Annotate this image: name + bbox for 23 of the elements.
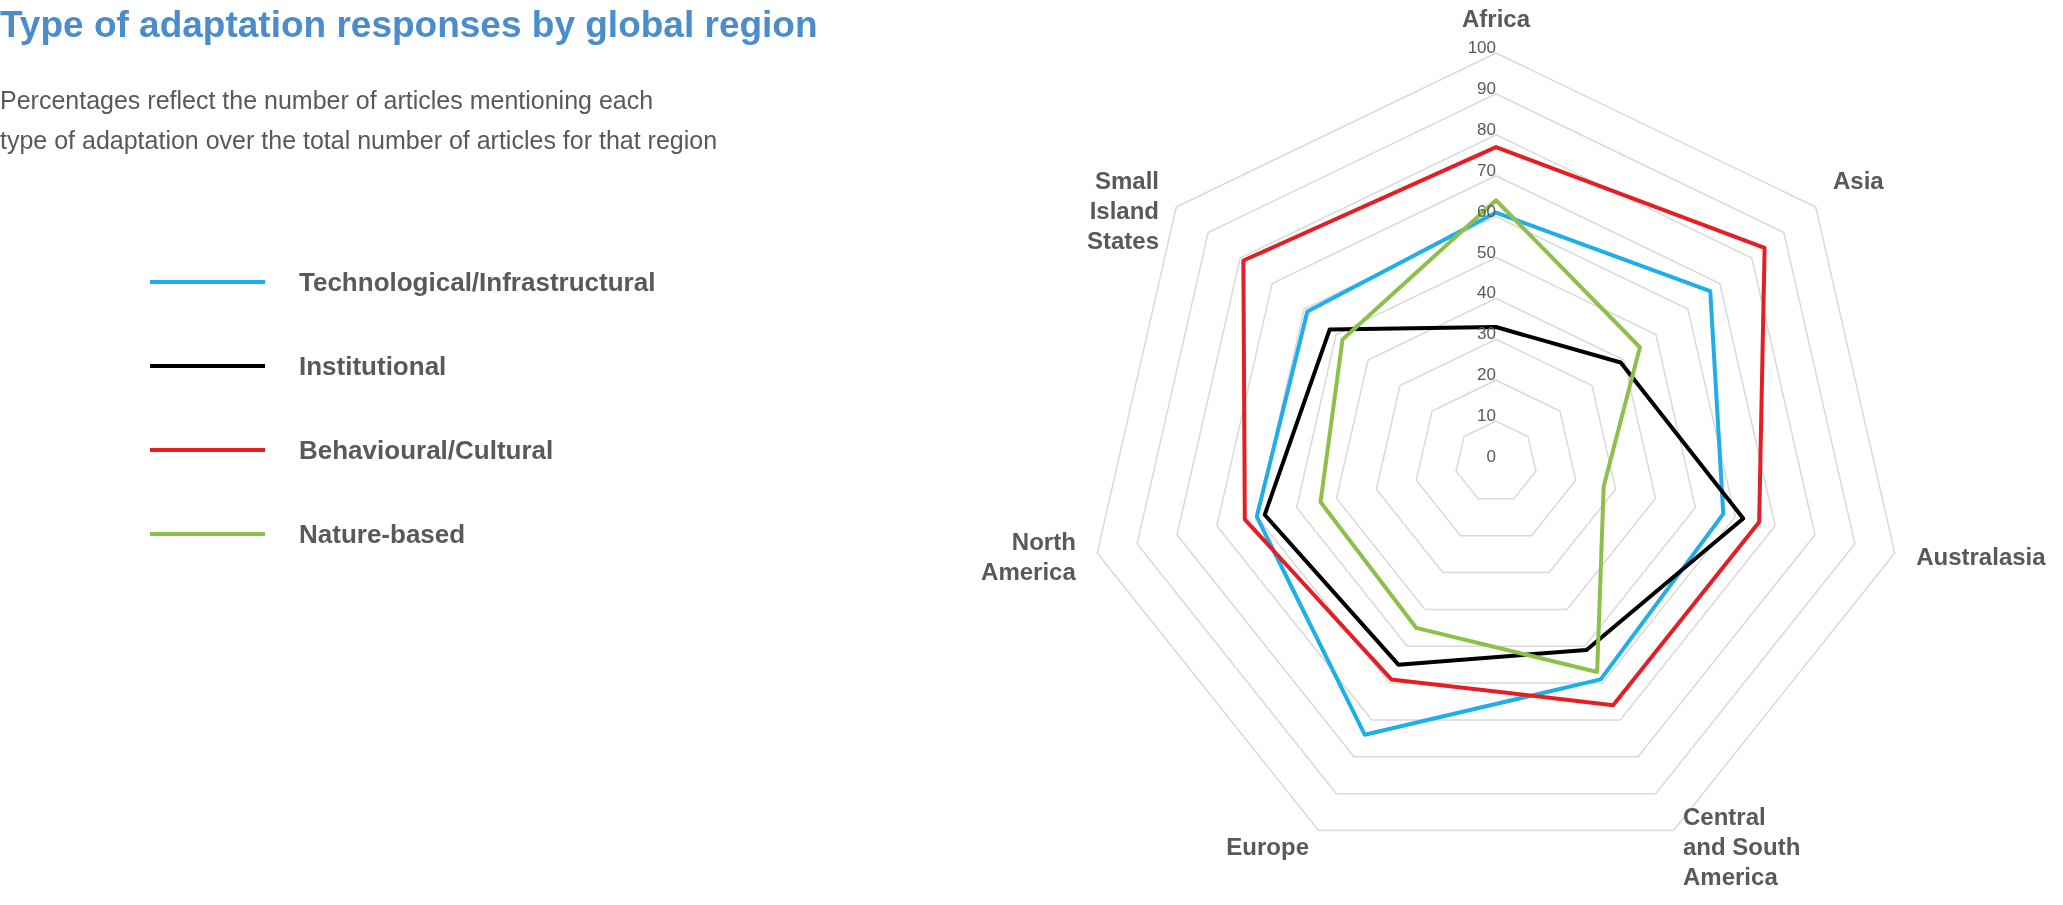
spoke-label: Asia bbox=[1832, 167, 1885, 195]
y-tick-label: 70 bbox=[1477, 160, 1496, 180]
y-tick-label: 80 bbox=[1477, 119, 1496, 139]
y-tick-label: 0 bbox=[1486, 447, 1496, 466]
legend-label: Technological/Infrastructural bbox=[299, 266, 656, 298]
text: Percentages reflect the number of articles mentioning each type of adaptation over the total number of articles for that region bbox=[0, 85, 718, 156]
legend-label: Behavioural/Cultural bbox=[299, 434, 554, 466]
spoke-label: North America bbox=[981, 527, 1077, 585]
spoke-label: Europe bbox=[1226, 833, 1309, 861]
legend-label: Nature-based bbox=[299, 518, 466, 550]
y-tick-label: 40 bbox=[1477, 283, 1496, 303]
spoke-label: Small Island States bbox=[1086, 167, 1160, 255]
y-tick-label: 90 bbox=[1477, 78, 1496, 98]
spoke-label: Australasia bbox=[1916, 542, 2047, 570]
chart-title: Type of adaptation responses by global region bbox=[0, 4, 818, 46]
y-tick-label: 10 bbox=[1477, 406, 1496, 426]
y-tick-label: 20 bbox=[1477, 365, 1496, 385]
y-tick-label: 30 bbox=[1477, 324, 1496, 344]
legend-label: Institutional bbox=[299, 350, 447, 382]
y-tick-label: 100 bbox=[1467, 38, 1496, 57]
spoke-label: Africa bbox=[1461, 5, 1531, 32]
y-tick-label: 50 bbox=[1477, 242, 1496, 262]
spoke-label: Central and South America bbox=[1683, 803, 1801, 891]
